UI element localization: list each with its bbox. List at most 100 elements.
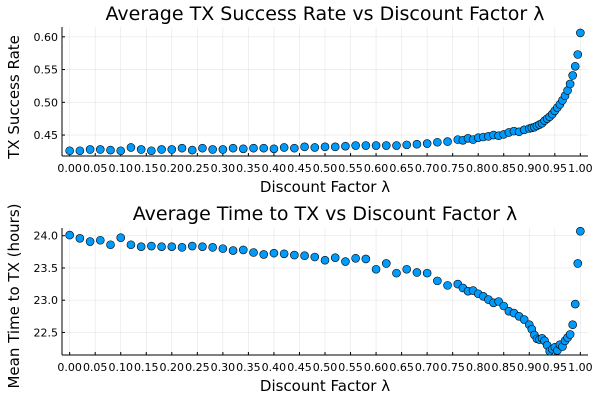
time-to-tx-data-point	[259, 250, 269, 259]
time-to-tx-data-point	[157, 242, 166, 251]
success-rate-x-tick-label: 0.95	[543, 162, 568, 175]
time-to-tx-data-point	[371, 264, 381, 274]
time-to-tx-y-axis-label: Mean Time to TX (hours)	[5, 203, 23, 388]
success-rate-data-point	[167, 145, 177, 154]
success-rate-x-tick-label: 0.90	[517, 162, 542, 175]
success-rate-x-tick-label: 0.25	[185, 162, 210, 175]
success-rate-x-tick-label: 0.80	[466, 162, 491, 175]
success-rate-data-point	[570, 61, 580, 71]
time-to-tx-x-ticks: 0.00 0.05 0.10 0.15 0.20 0.25 0.30 0.35 0.40 0.45…	[57, 352, 593, 374]
success-rate-data-point	[187, 145, 197, 155]
time-to-tx-data-point	[290, 250, 299, 260]
time-to-tx-panel: Average Time to TX vs Discount Factor λ …	[5, 203, 593, 395]
time-to-tx-data-point	[116, 233, 126, 242]
success-rate-data-point	[228, 143, 238, 153]
time-to-tx-x-tick-label: 0.80	[466, 361, 491, 374]
time-to-tx-x-tick-label: 1.00	[568, 361, 593, 374]
time-to-tx-data-point	[576, 226, 585, 236]
success-rate-x-tick-label: 0.55	[338, 162, 363, 175]
success-rate-x-tick-label: 0.65	[389, 162, 414, 175]
time-to-tx-data-point	[75, 234, 85, 243]
success-rate-data-point	[568, 71, 577, 80]
time-to-tx-x-tick-label: 0.30	[211, 361, 236, 374]
time-to-tx-data-point	[106, 240, 115, 250]
success-rate-data-point	[443, 137, 452, 146]
time-to-tx-x-tick-label: 0.20	[160, 361, 185, 374]
success-rate-x-tick-label: 0.00	[57, 162, 82, 175]
success-rate-data-point	[198, 143, 207, 153]
time-to-tx-y-tick-label: 23.5	[34, 262, 59, 275]
time-to-tx-data-point	[218, 244, 228, 253]
time-to-tx-data-point	[341, 257, 350, 266]
time-to-tx-data-point	[65, 230, 74, 240]
success-rate-data-point	[136, 145, 146, 154]
time-to-tx-x-axis-label: Discount Factor λ	[260, 377, 390, 395]
time-to-tx-data-point	[412, 268, 422, 277]
success-rate-y-tick-label: 0.55	[34, 64, 59, 77]
success-rate-data-point	[573, 50, 583, 59]
success-rate-x-tick-label: 0.85	[491, 162, 516, 175]
time-to-tx-y-ticks: 22.5 23.0 23.5 24.0	[34, 230, 65, 339]
success-rate-y-axis-label: TX Success Rate	[5, 35, 23, 160]
time-to-tx-data-point	[85, 237, 95, 246]
time-to-tx-x-tick-label: 0.50	[313, 361, 338, 374]
time-to-tx-data-point	[570, 299, 580, 309]
time-to-tx-y-tick-label: 23.0	[34, 294, 59, 307]
success-rate-x-tick-label: 0.05	[83, 162, 108, 175]
success-rate-x-axis-label: Discount Factor λ	[260, 178, 390, 196]
time-to-tx-data-point	[433, 276, 442, 286]
success-rate-data-point	[361, 141, 371, 150]
success-rate-data-point	[75, 146, 85, 156]
success-rate-chart-title: Average TX Success Rate vs Discount Fact…	[106, 3, 545, 25]
success-rate-x-tick-label: 1.00	[568, 162, 593, 175]
time-to-tx-data-point	[269, 248, 279, 258]
time-to-tx-x-tick-label: 0.90	[517, 361, 542, 374]
time-to-tx-data-point	[392, 268, 401, 278]
success-rate-data-point	[208, 145, 217, 154]
success-rate-data-point	[218, 145, 228, 154]
success-rate-y-tick-label: 0.60	[34, 31, 59, 44]
time-to-tx-data-point	[177, 243, 187, 252]
time-to-tx-x-tick-label: 0.25	[185, 361, 210, 374]
success-rate-points	[65, 28, 585, 156]
time-to-tx-data-point	[568, 320, 577, 330]
time-to-tx-y-tick-label: 22.5	[34, 326, 59, 339]
time-to-tx-x-tick-label: 0.65	[389, 361, 414, 374]
time-to-tx-data-point	[565, 330, 575, 339]
time-to-tx-data-point	[147, 241, 156, 251]
time-to-tx-x-tick-label: 0.00	[57, 361, 82, 374]
success-rate-panel: Average TX Success Rate vs Discount Fact…	[5, 3, 593, 196]
success-rate-data-point	[290, 143, 299, 153]
success-rate-data-point	[238, 144, 248, 154]
success-rate-data-point	[96, 145, 105, 154]
success-rate-data-point	[116, 146, 126, 156]
time-to-tx-data-point	[208, 243, 217, 252]
success-rate-data-point	[371, 141, 381, 150]
success-rate-data-point	[565, 79, 575, 89]
success-rate-data-point	[576, 28, 585, 38]
time-to-tx-data-point	[238, 245, 248, 255]
time-to-tx-data-point	[519, 315, 529, 324]
time-to-tx-data-point	[96, 235, 105, 245]
success-rate-data-point	[402, 140, 412, 150]
time-to-tx-points	[65, 226, 585, 356]
time-to-tx-data-point	[187, 241, 197, 251]
time-to-tx-data-point	[422, 268, 432, 278]
time-to-tx-data-point	[381, 259, 391, 268]
time-to-tx-chart-title: Average Time to TX vs Discount Factor λ	[133, 203, 517, 225]
time-to-tx-x-tick-label: 0.70	[415, 361, 440, 374]
success-rate-y-ticks: 0.45 0.50 0.55 0.60	[34, 31, 65, 142]
success-rate-x-tick-label: 0.75	[440, 162, 465, 175]
time-to-tx-data-point	[300, 251, 309, 261]
success-rate-data-point	[330, 142, 340, 152]
time-to-tx-data-point	[136, 242, 146, 251]
time-to-tx-y-tick-label: 24.0	[34, 230, 59, 243]
time-to-tx-data-point	[573, 259, 583, 268]
success-rate-data-point	[392, 141, 401, 150]
time-to-tx-data-point	[361, 254, 371, 264]
time-to-tx-x-tick-label: 0.45	[287, 361, 312, 374]
success-rate-data-point	[310, 143, 320, 152]
time-to-tx-data-point	[499, 301, 509, 311]
